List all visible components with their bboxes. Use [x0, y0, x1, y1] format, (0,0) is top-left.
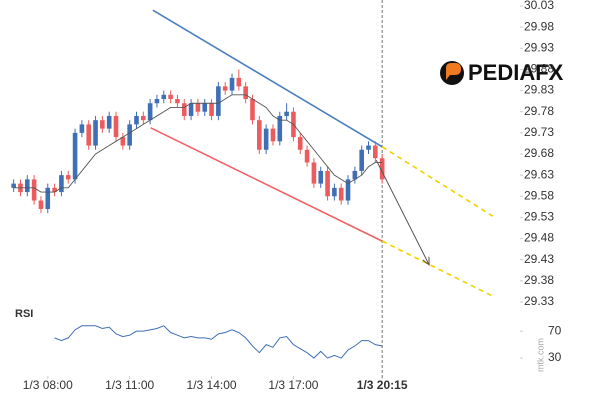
candle-body — [216, 86, 221, 116]
candle-body — [113, 115, 119, 138]
candle-body — [59, 175, 64, 193]
y-tick-label: 29.43 — [524, 252, 554, 266]
y-tick-label: 29.68 — [524, 146, 554, 160]
y-tick-label: 29.33 — [524, 294, 554, 308]
candle-body — [154, 99, 160, 104]
candle-body — [195, 103, 201, 112]
y-tick-label: 29.88 — [524, 62, 554, 76]
rsi-label: RSI — [15, 308, 33, 320]
candle-body — [181, 103, 187, 116]
y-tick-label: 30.03 — [524, 0, 554, 12]
moving-average — [13, 94, 383, 193]
watermark: mtk.com — [535, 338, 545, 372]
rsi-line — [54, 325, 383, 359]
trend-line — [150, 127, 383, 242]
y-tick-label: 29.48 — [524, 231, 554, 245]
candle-body — [175, 99, 180, 104]
candle-body — [352, 170, 358, 180]
x-tick-label: 1/3 11:00 — [105, 378, 154, 392]
candle-body — [45, 187, 51, 209]
y-tick-label: 29.58 — [524, 188, 554, 202]
candle-body — [277, 115, 283, 142]
trend-line — [381, 146, 494, 217]
candle-body — [141, 115, 146, 121]
y-tick-label: 29.73 — [524, 125, 554, 139]
y-tick-label: 29.63 — [524, 167, 554, 181]
y-tick-label: 29.53 — [524, 210, 554, 224]
candle-body — [284, 111, 289, 116]
candle-body — [86, 124, 92, 146]
rsi-tick-label: 30 — [548, 350, 562, 364]
trend-line — [152, 9, 383, 148]
candle-body — [270, 128, 276, 142]
candle-body — [38, 200, 44, 209]
candle-body — [120, 137, 126, 146]
candle-body — [106, 115, 112, 129]
logo: PEDIAFX — [440, 60, 564, 85]
candle-body — [168, 94, 173, 100]
candle-body — [72, 132, 78, 180]
x-tick-label: 1/3 17:00 — [268, 378, 318, 392]
candle-body — [147, 103, 153, 121]
candle-body — [345, 179, 351, 201]
candle-body — [318, 170, 324, 184]
x-tick-label: 1/3 20:15 — [357, 378, 408, 392]
candle-body — [366, 145, 371, 150]
candle-body — [134, 115, 139, 125]
candle-body — [79, 124, 85, 133]
candle-body — [161, 94, 167, 100]
candle-body — [379, 158, 385, 180]
x-tick-label: 1/3 08:00 — [23, 378, 73, 392]
trend-line — [381, 240, 494, 297]
candle-body — [93, 120, 98, 146]
candle-body — [257, 120, 262, 150]
x-tick-label: 1/3 14:00 — [187, 378, 237, 392]
candle-body — [229, 77, 235, 91]
y-tick-label: 29.78 — [524, 104, 554, 118]
forecast-arrow — [375, 159, 430, 266]
candle-body — [332, 187, 337, 197]
y-tick-label: 29.98 — [524, 19, 554, 33]
candle-body — [304, 149, 310, 163]
y-tick-label: 29.38 — [524, 273, 554, 287]
y-tick-label: 29.93 — [524, 40, 554, 54]
candle-body — [373, 145, 378, 159]
candle-body — [52, 187, 57, 193]
candle-body — [250, 99, 255, 121]
candle-body — [31, 179, 37, 201]
candle-body — [243, 86, 248, 100]
candle-body — [127, 124, 132, 146]
candle-body — [209, 103, 214, 116]
candle-body — [65, 175, 71, 180]
candle-body — [100, 120, 105, 129]
candle-body — [24, 179, 30, 193]
arrow-head — [422, 256, 430, 266]
candle-body — [311, 162, 317, 184]
candle-body — [263, 128, 269, 150]
candle-body — [338, 187, 344, 201]
candle-body — [359, 149, 364, 171]
candle-body — [325, 170, 330, 197]
candle-body — [202, 103, 208, 112]
candle-body — [222, 86, 228, 91]
candle-body — [236, 77, 242, 87]
candle-body — [188, 103, 194, 116]
candle-body — [11, 183, 16, 188]
logo-icon-shape — [446, 63, 461, 80]
logo-text: PEDIAFX — [468, 60, 564, 85]
candle-body — [297, 137, 303, 150]
rsi-tick-label: 70 — [548, 323, 562, 337]
y-tick-label: 29.83 — [524, 83, 554, 97]
